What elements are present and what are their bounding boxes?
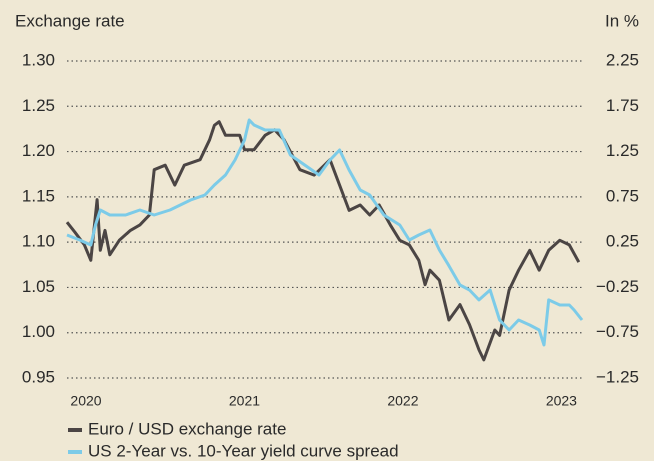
y-tick-label: 0.95 — [22, 367, 55, 386]
x-tick-label: 2023 — [546, 393, 577, 409]
y2-tick-label: −0.25 — [596, 277, 639, 296]
legend-label: Euro / USD exchange rate — [88, 419, 286, 438]
y-tick-label: 1.05 — [22, 277, 55, 296]
y2-axis-label: In % — [605, 11, 639, 30]
y2-tick-label: 1.75 — [606, 96, 639, 115]
x-tick-label: 2021 — [229, 393, 260, 409]
y-tick-label: 1.30 — [22, 50, 55, 69]
y-tick-label: 1.00 — [22, 322, 55, 341]
legend-label: US 2-Year vs. 10-Year yield curve spread — [88, 441, 399, 460]
line-series — [65, 120, 581, 362]
x-tick-label: 2022 — [387, 393, 418, 409]
y2-tick-label: 0.75 — [606, 186, 639, 205]
y-tick-label: 1.10 — [22, 232, 55, 251]
y2-tick-label: 0.25 — [606, 232, 639, 251]
y-tick-label: 1.15 — [22, 186, 55, 205]
y2-tick-label: 2.25 — [606, 50, 639, 69]
line-series — [66, 118, 584, 347]
x-tick-label: 2020 — [70, 393, 101, 409]
y-tick-label: 1.20 — [22, 141, 55, 160]
y-axis-label: Exchange rate — [15, 11, 125, 30]
y2-tick-label: −0.75 — [596, 322, 639, 341]
y2-tick-label: −1.25 — [596, 367, 639, 386]
y-tick-label: 1.25 — [22, 96, 55, 115]
y2-tick-label: 1.25 — [606, 141, 639, 160]
